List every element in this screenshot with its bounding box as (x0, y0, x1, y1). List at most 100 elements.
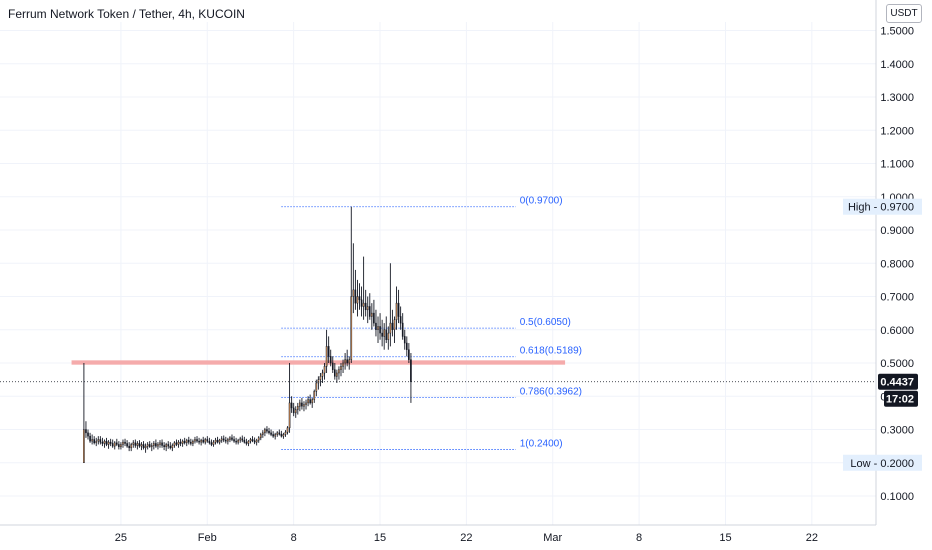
candle-body (153, 443, 155, 446)
candle-body (177, 441, 180, 445)
candle-body (105, 440, 108, 445)
candle-body (305, 402, 307, 405)
x-tick-label: 8 (636, 532, 642, 544)
candle-body (371, 312, 373, 317)
candle-body (138, 443, 141, 447)
candle-body (214, 439, 217, 443)
candle-body (132, 442, 135, 445)
candle-body (155, 443, 157, 447)
fib-level-label: 0.618(0.5189) (520, 346, 582, 357)
support-zone-band (71, 360, 566, 365)
candle-body (192, 440, 194, 444)
candle-body (253, 440, 256, 443)
candle-body (381, 332, 383, 337)
candlestick-series (83, 206, 412, 463)
candle-body (276, 432, 279, 435)
low-marker-bg (843, 454, 922, 471)
candle-body (167, 444, 170, 447)
candle-body (350, 296, 353, 360)
x-tick-label: 8 (291, 532, 297, 544)
fib-level-label: 0.786(0.3962) (520, 387, 582, 398)
candle-body (389, 322, 392, 334)
candle-body (93, 439, 95, 444)
candle-body (179, 441, 182, 444)
candle-body (348, 359, 351, 364)
high-marker-label: High - 0.9700 (848, 202, 914, 214)
candle-body (268, 430, 270, 434)
candle-body (303, 404, 305, 407)
candle-body (173, 442, 176, 446)
candle-body (120, 444, 122, 448)
candle-body (266, 429, 268, 432)
candle-body (224, 439, 227, 442)
candle-body (95, 440, 98, 444)
x-tick-label: 15 (719, 532, 731, 544)
y-tick-label: 0.9000 (880, 225, 914, 237)
candle-body (375, 322, 377, 331)
candle-body (395, 302, 398, 321)
x-tick-label: Mar (543, 532, 562, 544)
candle-body (336, 372, 338, 377)
candle-body (210, 442, 213, 445)
candle-body (301, 402, 303, 407)
candle-body (148, 444, 151, 448)
fib-level-label: 0.5(0.6050) (520, 317, 571, 328)
y-tick-label: 1.1000 (880, 159, 914, 171)
x-tick-label: 15 (374, 532, 386, 544)
candle-body (270, 432, 272, 435)
candle-body (282, 434, 285, 437)
candle-body (229, 437, 231, 440)
candle-body (187, 439, 190, 443)
candle-body (200, 439, 202, 443)
candle-body (401, 322, 404, 337)
x-tick-label: 25 (115, 532, 127, 544)
candle-body (157, 444, 159, 447)
low-marker-label: Low - 0.2000 (850, 458, 914, 470)
candle-body (327, 346, 330, 357)
candle-body (181, 440, 184, 444)
candle-body (405, 342, 408, 350)
candle-body (262, 432, 264, 435)
candle-body (196, 439, 198, 442)
candle-body (237, 439, 239, 443)
candle-body (284, 431, 287, 435)
candle-body (408, 349, 410, 360)
high-marker-bg (843, 198, 922, 215)
candle-body (239, 438, 242, 441)
candle-body (264, 429, 266, 434)
candle-body (299, 402, 301, 407)
candle-body (274, 434, 276, 437)
x-tick-label: 22 (460, 532, 472, 544)
candle-body (142, 444, 145, 449)
candle-body (150, 445, 153, 448)
candle-body (321, 372, 324, 377)
candle-body (212, 441, 215, 445)
currency-selector[interactable]: USDT (886, 4, 922, 23)
last-price-tag: 0.4437 (880, 377, 914, 389)
candle-body (183, 440, 186, 444)
y-tick-label: 0.8000 (880, 258, 914, 270)
candle-body (118, 444, 120, 448)
y-tick-label: 0.1000 (880, 491, 914, 503)
candle-body (362, 302, 365, 307)
candle-body (325, 346, 328, 367)
candle-body (101, 441, 104, 444)
candle-body (190, 441, 192, 444)
candle-body (329, 356, 332, 364)
candle-body (257, 437, 260, 441)
candle-body (255, 439, 258, 443)
candle-body (163, 445, 165, 448)
candle-body (352, 289, 355, 297)
candle-body (204, 439, 207, 443)
candle-body (134, 442, 137, 446)
candle-body (113, 442, 116, 447)
candle-body (399, 316, 402, 324)
candle-body (231, 437, 233, 440)
candle-body (206, 439, 209, 442)
fib-level-label: 0(0.9700) (520, 196, 563, 207)
axes: 0.10000.20000.30000.40000.50000.60000.70… (0, 0, 922, 544)
candle-body (251, 439, 254, 442)
candle-body (360, 299, 363, 307)
candle-body (364, 302, 367, 311)
